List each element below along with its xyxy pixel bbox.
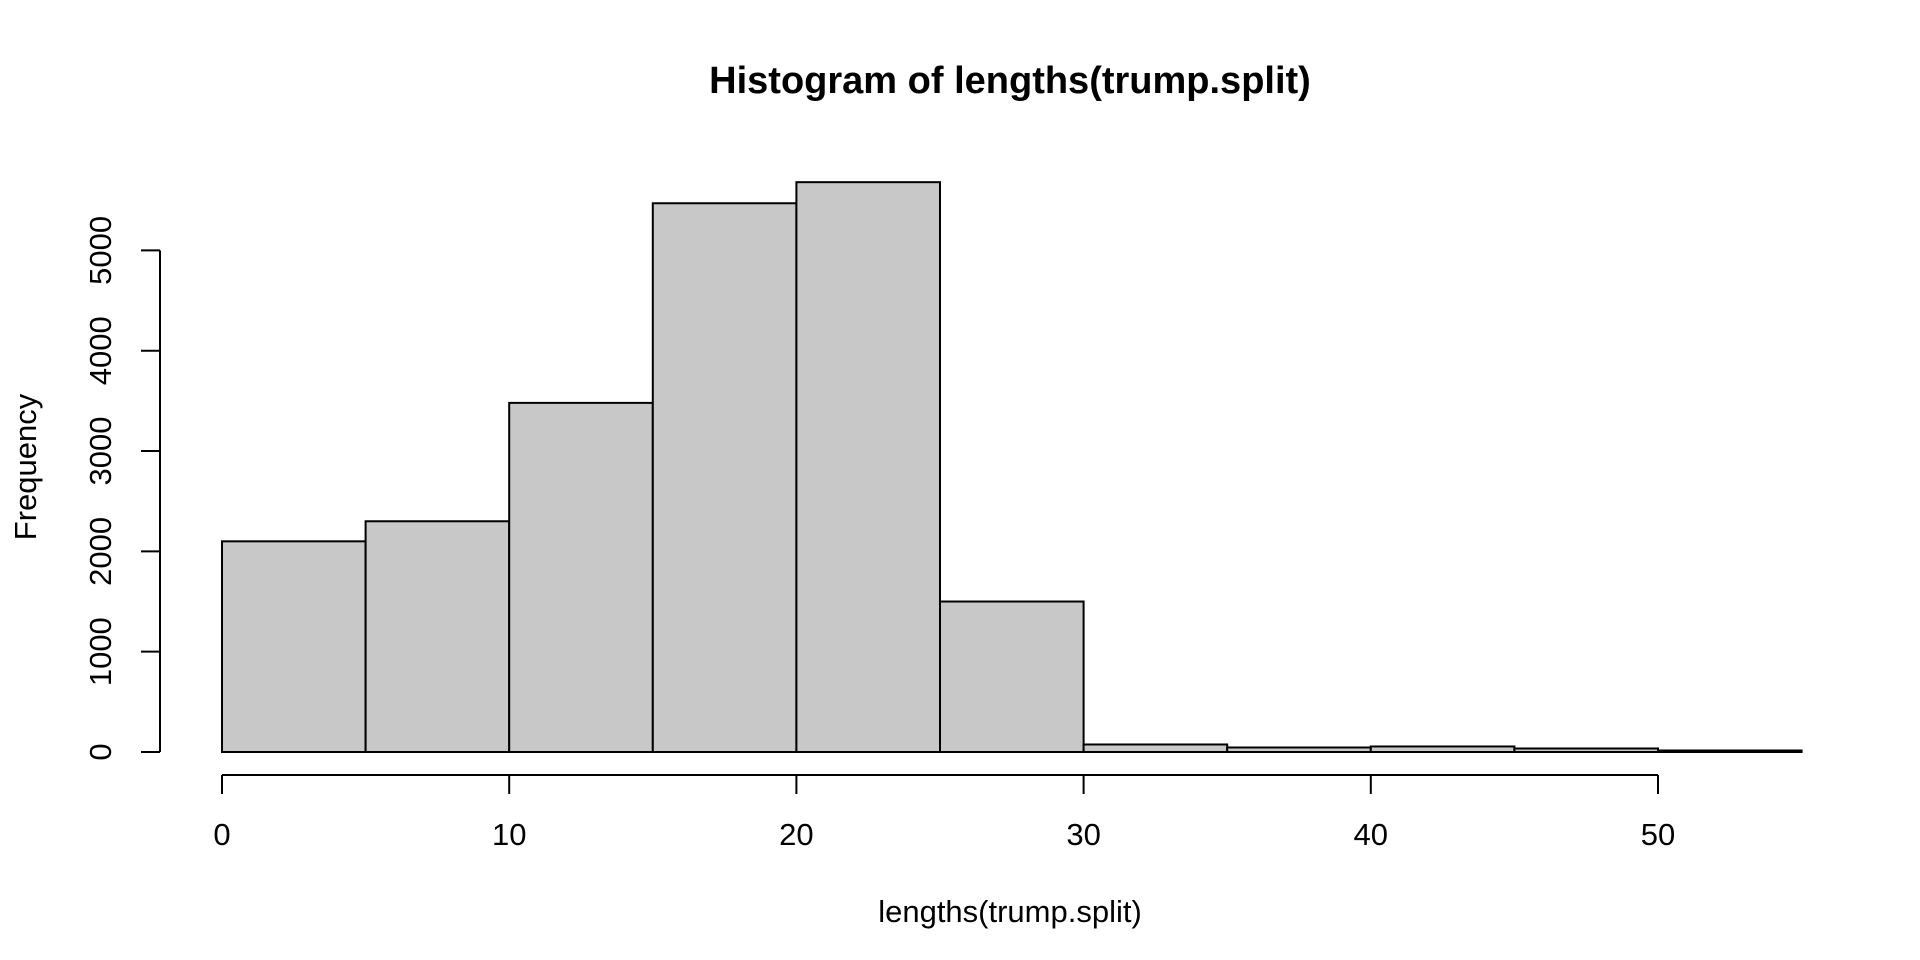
histogram-bar bbox=[364, 520, 511, 753]
histogram-bar bbox=[1226, 746, 1372, 753]
y-tick-label: 1000 bbox=[83, 617, 118, 686]
y-axis-label: Frequency bbox=[8, 393, 43, 540]
y-tick-label: 0 bbox=[83, 743, 118, 760]
bars-group bbox=[221, 181, 1803, 754]
x-axis-label: lengths(trump.split) bbox=[878, 894, 1142, 929]
x-tick-label: 30 bbox=[1066, 817, 1100, 852]
y-tick-label: 5000 bbox=[83, 216, 118, 285]
x-tick-label: 50 bbox=[1641, 817, 1675, 852]
histogram-bar bbox=[939, 600, 1085, 754]
histogram-bar bbox=[1513, 747, 1660, 753]
x-tick-label: 10 bbox=[492, 817, 526, 852]
y-tick-label: 3000 bbox=[83, 417, 118, 486]
y-tick-label: 2000 bbox=[83, 517, 118, 586]
histogram-bar bbox=[1369, 745, 1516, 754]
histogram-bar bbox=[1657, 749, 1803, 753]
histogram-bar bbox=[1082, 743, 1229, 754]
histogram-bar bbox=[651, 202, 798, 754]
x-tick-label: 0 bbox=[213, 817, 230, 852]
histogram-bar bbox=[795, 181, 942, 754]
x-axis: 0 10 20 30 40 50 bbox=[213, 774, 1675, 852]
histogram-bar bbox=[508, 401, 654, 753]
x-tick-label: 20 bbox=[779, 817, 813, 852]
y-tick-label: 4000 bbox=[83, 316, 118, 385]
histogram-bar bbox=[221, 540, 367, 753]
chart-title: Histogram of lengths(trump.split) bbox=[709, 60, 1311, 102]
x-tick-label: 40 bbox=[1354, 817, 1388, 852]
y-axis: 0 1000 2000 3000 4000 5000 bbox=[83, 216, 161, 761]
